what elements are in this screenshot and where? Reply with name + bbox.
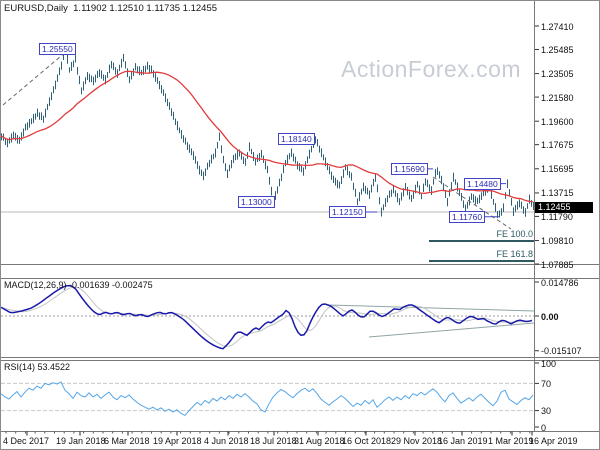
rsi-y-tick-label: 70 — [541, 378, 552, 389]
macd-y-tick-label: -0.015107 — [541, 346, 582, 357]
fe-level-label: FE 100.0 — [496, 229, 533, 239]
price-flag-1.13000[interactable]: 1.13000 — [238, 195, 275, 208]
macd-wedge-line — [368, 322, 535, 338]
macd-wedge-line — [328, 304, 535, 312]
x-date-label: 29 Nov 2018 — [391, 436, 443, 446]
main-y-tick-label: 1.25485 — [541, 44, 574, 55]
main-y-tick-label: 1.27410 — [541, 21, 574, 32]
current-price-marker: 1.12455 — [535, 202, 593, 214]
trendline-dashed — [432, 176, 512, 230]
main-y-tick-label: 1.13715 — [541, 188, 574, 199]
macd-indicator-label: MACD(12,26,9) -0.001639 -0.002475 — [4, 280, 153, 290]
main-y-tick-label: 1.07885 — [541, 259, 574, 270]
macd-y-tick-label: 0.00 — [541, 311, 559, 322]
chart-title: EURUSD,Daily 1.11902 1.12510 1.11735 1.1… — [4, 3, 218, 14]
price-flag-1.15690[interactable]: 1.15690 — [391, 162, 428, 175]
main-y-tick-label: 1.11790 — [541, 211, 573, 222]
watermark: ActionForex.com — [341, 56, 522, 82]
x-date-label: 4 Dec 2017 — [3, 436, 50, 446]
rsi-panel-plot-area[interactable] — [1, 360, 534, 431]
main-y-tick-label: 1.15695 — [541, 164, 574, 175]
price-flag-1.12150[interactable]: 1.12150 — [329, 206, 366, 219]
main-y-tick-label: 1.21580 — [541, 92, 574, 103]
x-date-label: 6 Mar 2018 — [104, 436, 150, 446]
rsi-indicator-label: RSI(14) 53.4522 — [4, 362, 71, 372]
x-date-label: 18 Jul 2018 — [250, 436, 297, 446]
rsi-y-tick-label: 30 — [541, 406, 552, 417]
price-flag-1.14480[interactable]: 1.14480 — [464, 177, 501, 190]
fe-level-label: FE 161.8 — [496, 249, 533, 259]
rsi-y-tick-label: 0 — [541, 422, 547, 433]
x-date-label: 19 Jan 2018 — [56, 436, 106, 446]
main-y-tick-label: 1.17675 — [541, 140, 574, 151]
x-date-label: 16 Apr 2019 — [529, 436, 578, 446]
main-y-tick-label: 1.19600 — [541, 116, 574, 127]
x-date-label: 1 Mar 2019 — [488, 436, 534, 446]
x-date-label: 16 Jan 2019 — [438, 436, 488, 446]
x-date-label: 16 Oct 2018 — [342, 436, 392, 446]
macd-y-tick-label: 0.014786 — [541, 277, 579, 288]
main-y-tick-label: 1.09810 — [541, 236, 574, 247]
rsi-y-tick-label: 100 — [541, 358, 557, 369]
x-date-label: 19 Apr 2018 — [153, 436, 202, 446]
macd-line — [1, 284, 533, 350]
x-date-label: 31 Aug 2018 — [294, 436, 345, 446]
rsi-line — [1, 381, 534, 417]
price-flag-1.18140[interactable]: 1.18140 — [278, 133, 315, 145]
moving-average-line — [1, 70, 534, 203]
price-flag-1.11760[interactable]: 1.11760 — [449, 210, 486, 223]
main-chart-plot-area[interactable] — [1, 1, 534, 264]
x-date-label: 4 Jun 2018 — [204, 436, 249, 446]
main-y-tick-label: 1.23505 — [541, 69, 574, 80]
price-flag-1.25550[interactable]: 1.25550 — [39, 42, 76, 55]
